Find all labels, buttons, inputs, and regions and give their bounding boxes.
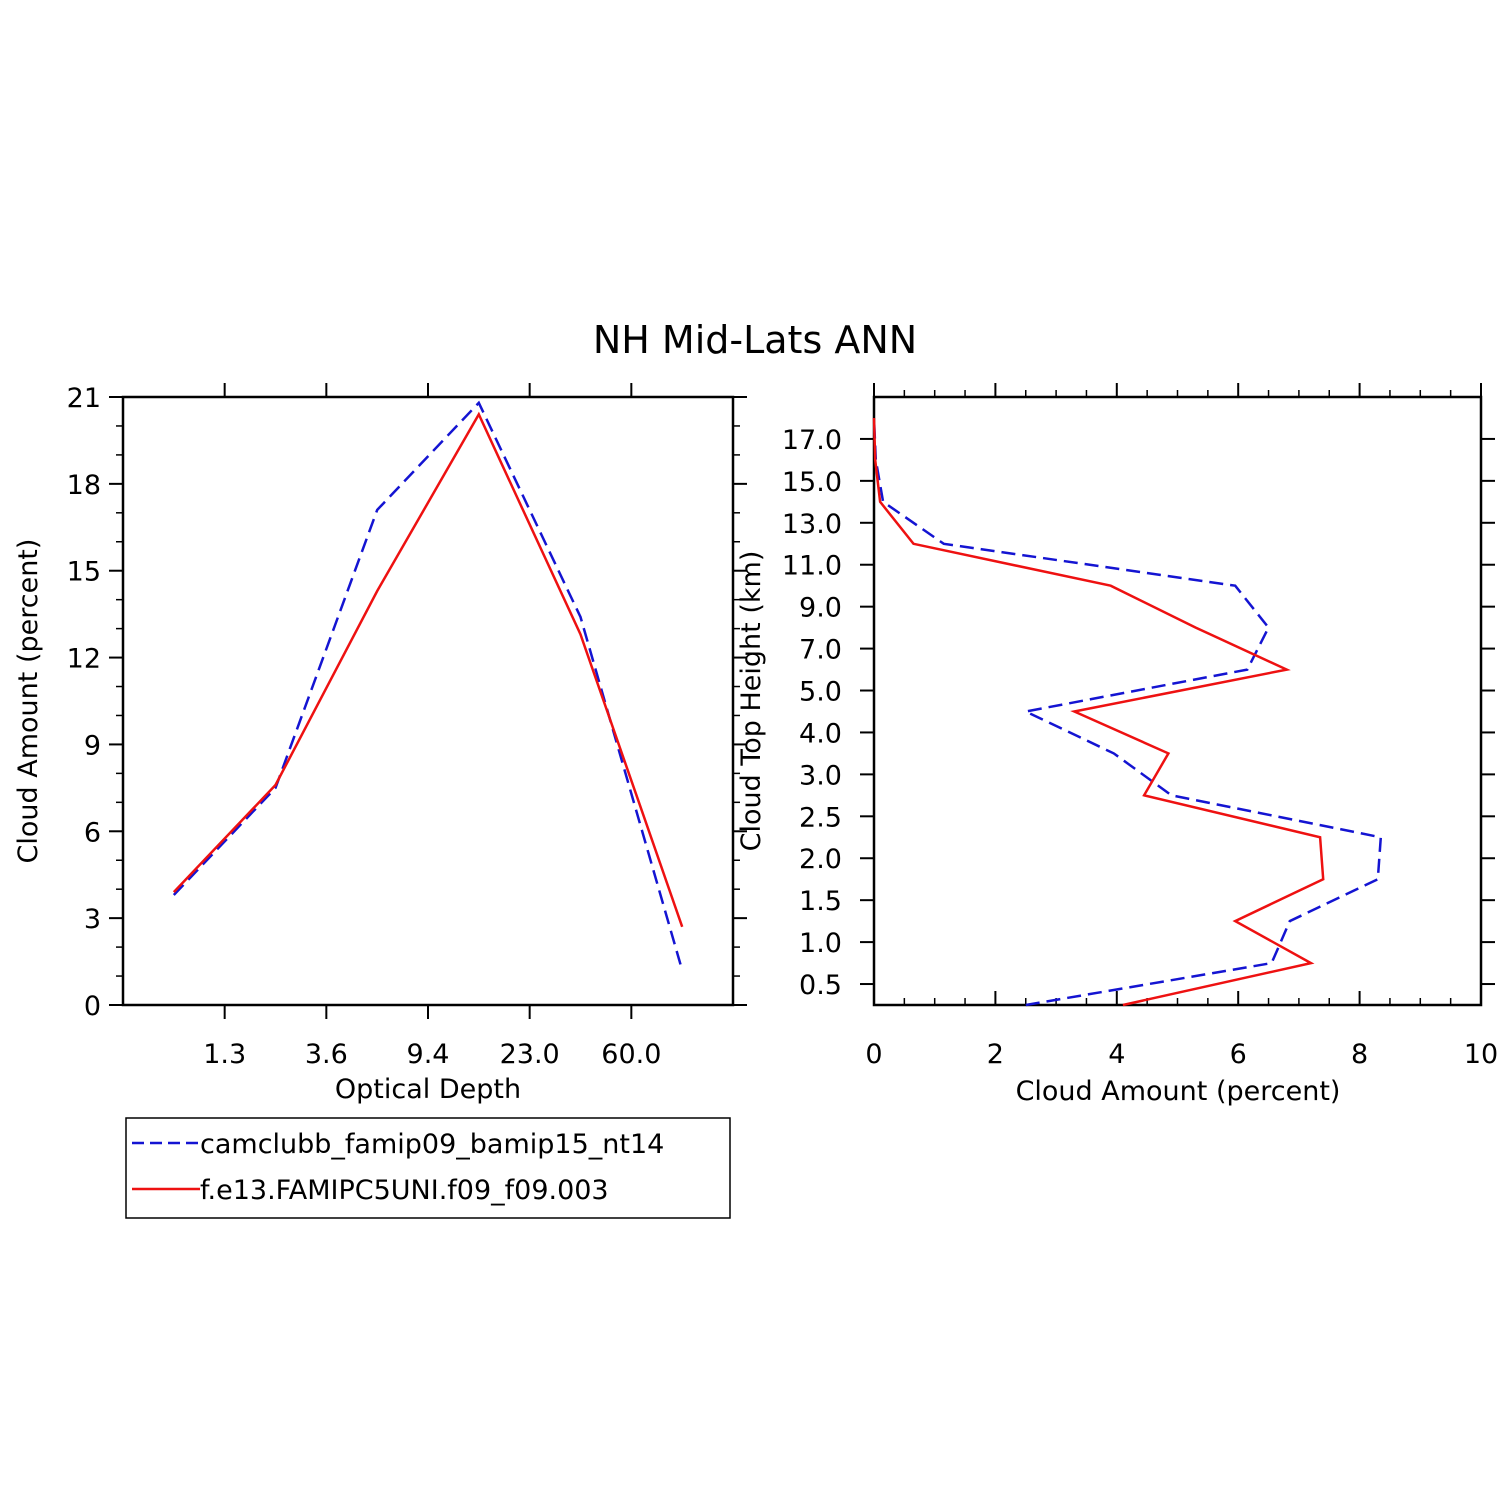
left-x-tick-label: 3.6 bbox=[305, 1039, 348, 1070]
left-x-axis-label: Optical Depth bbox=[335, 1074, 521, 1105]
left-y-axis-label: Cloud Amount (percent) bbox=[13, 539, 44, 864]
right-y-tick-label: 9.0 bbox=[799, 593, 842, 624]
left-y-tick-label: 18 bbox=[67, 470, 101, 501]
right-x-tick-label: 2 bbox=[987, 1039, 1004, 1070]
legend-label-b: f.e13.FAMIPC5UNI.f09_f09.003 bbox=[200, 1175, 609, 1206]
left-panel: 0 3 6 9 12 15 18 21 1.3 3.6 9.4 23.0 60.0 Optical De… bbox=[13, 383, 747, 1105]
right-y-tick-label: 15.0 bbox=[782, 467, 842, 498]
right-y-tick-label: 17.0 bbox=[782, 425, 842, 456]
left-y-tick-label: 21 bbox=[67, 383, 101, 414]
right-y-axis-label: Cloud Top Height (km) bbox=[736, 551, 767, 852]
right-x-axis-label: Cloud Amount (percent) bbox=[1016, 1076, 1341, 1107]
right-y-tick-label: 11.0 bbox=[782, 551, 842, 582]
right-y-tick-label: 2.0 bbox=[799, 844, 842, 875]
right-series-a-line bbox=[872, 417, 1383, 1007]
left-x-tick-label: 9.4 bbox=[407, 1039, 450, 1070]
left-x-tick-label: 23.0 bbox=[500, 1039, 560, 1070]
right-y-tick-label: 1.5 bbox=[799, 886, 842, 917]
left-x-tick-label: 60.0 bbox=[601, 1039, 661, 1070]
legend: camclubb_famip09_bamip15_nt14 f.e13.FAMI… bbox=[125, 1117, 731, 1219]
right-series-b-line bbox=[872, 417, 1325, 1007]
chart-title: NH Mid-Lats ANN bbox=[593, 318, 917, 362]
left-y-tick-label: 6 bbox=[84, 817, 101, 848]
right-x-tick-label: 6 bbox=[1230, 1039, 1247, 1070]
right-y-tick-label: 4.0 bbox=[799, 718, 842, 749]
left-x-tick-label: 1.3 bbox=[203, 1039, 246, 1070]
right-plot-frame bbox=[872, 395, 1483, 1007]
left-y-tick-label: 9 bbox=[84, 730, 101, 761]
left-series-a-line bbox=[172, 400, 684, 971]
right-y-tick-label: 1.0 bbox=[799, 928, 842, 959]
right-series bbox=[872, 417, 1383, 1007]
left-y-tick-label: 0 bbox=[84, 991, 101, 1022]
left-y-tick-label: 15 bbox=[67, 557, 101, 588]
right-ticks: 0 2 4 6 8 10 0.5 1.0 1.5 2.0 2.5 3.0 4.0 5.0 7.0 9.0 11.… bbox=[782, 383, 1498, 1070]
left-series bbox=[172, 400, 684, 971]
right-y-tick-label: 3.0 bbox=[799, 760, 842, 791]
left-ticks: 0 3 6 9 12 15 18 21 1.3 3.6 9.4 23.0 60.0 bbox=[67, 383, 747, 1070]
right-panel: 0 2 4 6 8 10 0.5 1.0 1.5 2.0 2.5 3.0 4.0 5.0 7.0 9.0 11.… bbox=[736, 383, 1498, 1107]
left-y-tick-label: 12 bbox=[67, 644, 101, 675]
right-y-tick-label: 13.0 bbox=[782, 509, 842, 540]
legend-box bbox=[125, 1117, 731, 1219]
right-y-tick-label: 0.5 bbox=[799, 970, 842, 1001]
right-x-tick-label: 0 bbox=[865, 1039, 882, 1070]
right-y-tick-label: 5.0 bbox=[799, 677, 842, 708]
right-y-tick-label: 2.5 bbox=[799, 802, 842, 833]
left-plot-frame bbox=[121, 395, 735, 1007]
left-series-b-line bbox=[172, 411, 684, 928]
right-y-tick-label: 7.0 bbox=[799, 635, 842, 666]
right-x-tick-label: 4 bbox=[1108, 1039, 1125, 1070]
left-y-tick-label: 3 bbox=[84, 904, 101, 935]
right-x-tick-label: 8 bbox=[1351, 1039, 1368, 1070]
right-x-tick-label: 10 bbox=[1464, 1039, 1498, 1070]
legend-label-a: camclubb_famip09_bamip15_nt14 bbox=[200, 1129, 664, 1160]
